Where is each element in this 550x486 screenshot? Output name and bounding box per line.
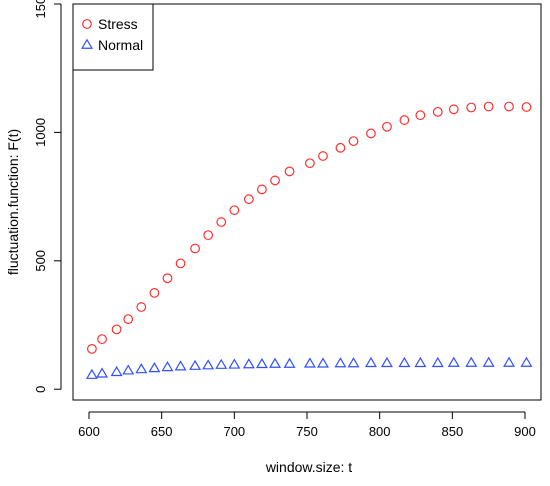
legend-marker-stress <box>82 19 92 29</box>
stress-point <box>136 302 147 312</box>
normal-point <box>174 360 187 371</box>
stress-point <box>270 175 280 186</box>
series-layer <box>85 101 533 379</box>
stress-point <box>432 106 443 117</box>
y-tick-label: 0 <box>33 386 48 393</box>
legend-marker-normal <box>81 38 93 49</box>
normal-point <box>447 356 460 367</box>
stress-point <box>305 158 315 169</box>
legend: Stress Normal <box>72 3 154 71</box>
stress-point <box>203 230 214 241</box>
legend-box <box>72 3 154 71</box>
y-tick-label: 1500 <box>33 0 48 18</box>
stress-point <box>175 258 186 269</box>
normal-point <box>85 368 98 379</box>
x-tick-label: 650 <box>151 424 173 439</box>
normal-point <box>110 365 123 377</box>
normal-point <box>148 362 161 373</box>
y-tick-label: 1000 <box>33 118 48 147</box>
stress-point <box>162 273 173 284</box>
stress-point <box>382 121 392 132</box>
x-tick-label: 600 <box>78 424 100 439</box>
x-axis: 600 650 700 750 800 850 900 <box>78 411 536 439</box>
series-stress <box>86 101 532 354</box>
normal-point <box>161 360 174 372</box>
stress-point <box>466 102 477 113</box>
y-axis-label: fluctuation.function: F(t) <box>5 129 21 275</box>
normal-point <box>122 364 135 375</box>
stress-point <box>348 136 359 147</box>
normal-point <box>334 357 347 368</box>
normal-point <box>414 356 427 368</box>
stress-point <box>483 101 494 112</box>
stress-point <box>111 324 122 335</box>
stress-point <box>415 110 426 121</box>
normal-point <box>380 356 393 368</box>
series-normal <box>85 356 533 379</box>
y-axis: 0 500 1000 1500 <box>33 0 62 393</box>
normal-point <box>398 356 411 368</box>
stress-point <box>366 128 376 139</box>
stress-point <box>97 334 107 345</box>
stress-point <box>86 343 97 354</box>
stress-point <box>284 166 295 177</box>
stress-point <box>448 104 459 115</box>
y-tick-label: 500 <box>33 250 48 272</box>
normal-point <box>482 356 495 367</box>
legend-label-stress: Stress <box>98 16 138 32</box>
stress-point <box>399 115 410 125</box>
stress-point <box>521 102 532 112</box>
x-axis-label: window.size: t <box>265 459 352 475</box>
normal-point <box>255 357 268 369</box>
x-tick-label: 850 <box>441 424 463 439</box>
normal-point <box>465 356 478 367</box>
x-tick-label: 700 <box>223 424 245 439</box>
stress-point <box>243 194 254 205</box>
x-tick-label: 900 <box>514 424 536 439</box>
normal-point <box>364 356 377 368</box>
normal-point <box>520 356 533 367</box>
stress-point <box>229 205 240 216</box>
normal-point <box>431 356 444 368</box>
normal-point <box>96 367 109 378</box>
normal-point <box>242 358 255 369</box>
normal-point <box>269 357 282 368</box>
normal-point <box>202 359 215 370</box>
normal-point <box>317 357 329 368</box>
stress-point <box>190 243 200 254</box>
x-tick-label: 800 <box>369 424 391 439</box>
stress-point <box>149 288 160 298</box>
normal-point <box>189 359 202 370</box>
normal-point <box>228 358 241 369</box>
normal-point <box>303 357 316 368</box>
stress-point <box>504 101 514 112</box>
normal-point <box>503 356 516 367</box>
stress-point <box>318 151 328 161</box>
plot-frame <box>72 3 542 401</box>
normal-point <box>135 363 148 374</box>
normal-point <box>347 357 360 368</box>
stress-point <box>335 142 346 153</box>
stress-point <box>216 217 227 227</box>
normal-point <box>215 358 228 369</box>
stress-point <box>257 184 267 195</box>
stress-point <box>123 314 134 325</box>
x-tick-label: 750 <box>296 424 318 439</box>
normal-point <box>283 357 296 368</box>
legend-label-normal: Normal <box>98 37 143 53</box>
